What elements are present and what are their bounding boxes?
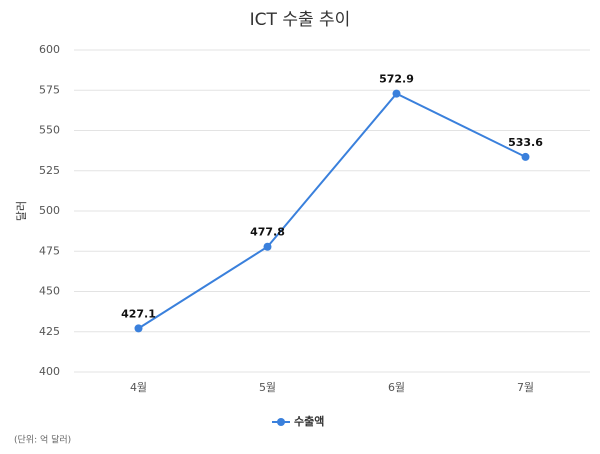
- chart-title: ICT 수출 추이: [250, 10, 351, 30]
- y-tick-label: 500: [39, 204, 60, 217]
- y-tick-label: 600: [39, 43, 60, 56]
- y-tick-label: 550: [39, 124, 60, 137]
- x-tick-label: 7월: [517, 381, 534, 394]
- point: [263, 242, 272, 251]
- data-label: 572.9: [379, 73, 414, 86]
- line: [137, 92, 526, 330]
- x-tick-label: 4월: [130, 381, 147, 394]
- point: [521, 152, 530, 161]
- note: (단위: 억 달러): [14, 434, 71, 446]
- legend-label: 수출액: [294, 414, 324, 428]
- y-tick-label: 575: [39, 83, 60, 96]
- y-tick-label: 450: [39, 285, 60, 298]
- point: [134, 324, 143, 333]
- y-tick-label: 475: [39, 244, 60, 257]
- y-tick-label: 525: [39, 164, 60, 177]
- y-tick-label: 425: [39, 325, 60, 338]
- legend-marker: [277, 418, 285, 426]
- y-axis-label: 달러: [15, 201, 28, 221]
- x-tick-label: 5월: [259, 381, 276, 394]
- y-tick-label: 400: [39, 365, 60, 378]
- x-tick-label: 6월: [388, 381, 405, 394]
- data-label: 427.1: [121, 307, 156, 320]
- data-label: 477.8: [250, 226, 285, 239]
- data-label: 533.6: [508, 136, 543, 149]
- point: [392, 89, 401, 98]
